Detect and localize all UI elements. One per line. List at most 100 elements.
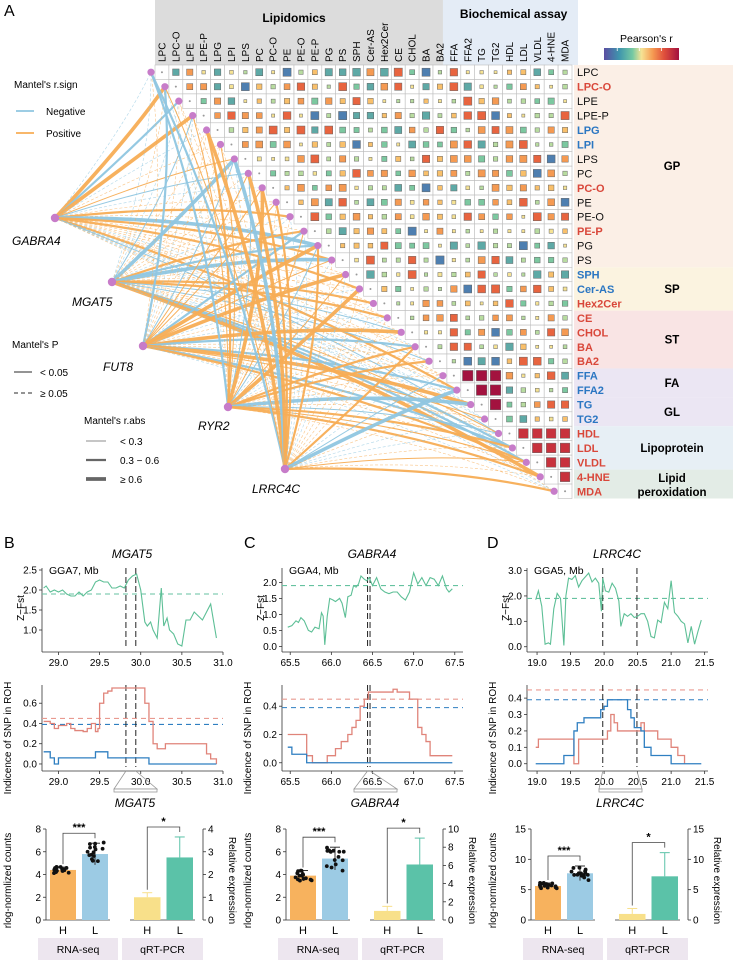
heatmap-square (310, 154, 320, 164)
row-label: FFA2 (577, 385, 604, 397)
legend-abs-label: ≥ 0.6 (120, 475, 143, 486)
zfst-x-tick-label: 66.0 (322, 658, 342, 669)
row-label: LPE (577, 96, 598, 108)
heatmap-square (354, 185, 359, 190)
heatmap-square (394, 198, 402, 206)
heatmap-square (562, 228, 568, 234)
heatmap-square (505, 386, 513, 394)
roh-y-tick-label: 0.4 (23, 719, 37, 730)
column-label: CHOL (408, 34, 419, 62)
roh-x-tick-label: 20.5 (628, 777, 648, 788)
heatmap-square (437, 141, 443, 148)
heatmap-square (478, 213, 485, 220)
network-link (227, 388, 457, 408)
heatmap-square (547, 198, 555, 206)
assay-label-bg (278, 938, 358, 960)
heatmap-square (532, 442, 543, 453)
row-label: Cer-AS (577, 284, 614, 296)
heatmap-square (298, 69, 304, 75)
network-link (284, 388, 458, 471)
heatmap-square (339, 155, 347, 163)
expr-x-tick-label: L (177, 925, 183, 937)
heatmap-square (506, 401, 513, 408)
heatmap-square (478, 328, 486, 336)
significance-bracket (386, 827, 421, 904)
heatmap-square (409, 156, 415, 162)
heatmap-square (422, 299, 430, 307)
column-label: LPE (185, 43, 196, 62)
expr-x-tick-label: H (59, 925, 67, 937)
heatmap-square (560, 198, 570, 207)
gene-node (280, 464, 290, 474)
heatmap-square (465, 229, 470, 234)
expr-y-tick-label: 8 (448, 843, 454, 854)
row-label: 4-HNE (577, 472, 610, 484)
heatmap-square (438, 99, 442, 103)
heatmap-square (409, 185, 415, 191)
expr-x-tick-label: H (299, 925, 307, 937)
network-link (54, 217, 402, 333)
expr-y-tick-label: 0 (693, 916, 699, 927)
expr-y-tick-label: 2 (35, 893, 41, 904)
expr-data-point (332, 858, 337, 862)
roh-x-tick-label: 66.0 (322, 777, 342, 788)
row-label: LPC-O (577, 82, 612, 94)
diag-dot (160, 71, 163, 74)
significance-bracket (146, 826, 181, 890)
heatmap-square (561, 371, 569, 380)
assay-label: qRT-PCR (380, 944, 425, 956)
row-label: PG (577, 241, 593, 253)
category-band (574, 310, 733, 369)
column-label: PE-P (310, 38, 321, 62)
zfst-line (43, 573, 217, 647)
heatmap-square (560, 457, 571, 468)
heatmap-square (507, 69, 512, 75)
network-link (142, 201, 277, 347)
heatmap-square (421, 67, 431, 77)
heatmap-square (310, 111, 320, 120)
heatmap-square (438, 330, 442, 335)
gene-model-label: LRRC4C (596, 796, 644, 810)
category-band (574, 469, 733, 499)
heatmap-square (562, 127, 568, 133)
heatmap-square (519, 241, 528, 250)
heatmap-square (533, 270, 542, 279)
row-label: BA (577, 342, 593, 354)
heatmap-square (311, 126, 319, 134)
heatmap-square (381, 156, 388, 162)
expr-bar (290, 875, 316, 920)
network-link (111, 115, 194, 283)
heatmap-square (449, 68, 458, 77)
network-link (284, 360, 430, 470)
heatmap-square (479, 315, 485, 321)
column-label: PE (283, 48, 294, 62)
row-label: PS (577, 255, 592, 267)
network-link (284, 346, 416, 470)
heatmap-square (463, 111, 472, 120)
expr-y-tick-label: 0 (208, 916, 214, 927)
diag-dot (564, 490, 567, 493)
heatmap-square (424, 272, 429, 277)
network-link (284, 274, 346, 470)
heatmap-square (451, 301, 457, 306)
expr-y-tick-label: 2 (275, 893, 281, 904)
roh-x-tick-label: 19.0 (527, 777, 547, 788)
zfst-x-tick-label: 65.5 (280, 658, 300, 669)
heatmap-square (535, 387, 540, 393)
expr-data-point (87, 853, 92, 858)
heatmap-square (451, 258, 456, 263)
heatmap-square (533, 154, 542, 163)
expr-y-tick-label: 0 (448, 916, 454, 927)
network-link (284, 467, 555, 493)
heatmap-square (535, 316, 540, 320)
heatmap-square (353, 242, 360, 249)
network-link (53, 114, 194, 220)
heatmap-square (367, 170, 374, 177)
heatmap-square (200, 98, 207, 105)
heatmap-square (394, 242, 402, 249)
expr-y-label: rlog-normlized counts (488, 833, 499, 929)
lipidomics-title: Lipidomics (262, 11, 326, 25)
heatmap-square (296, 125, 306, 135)
network-link (284, 216, 298, 470)
variable-node (508, 444, 516, 452)
